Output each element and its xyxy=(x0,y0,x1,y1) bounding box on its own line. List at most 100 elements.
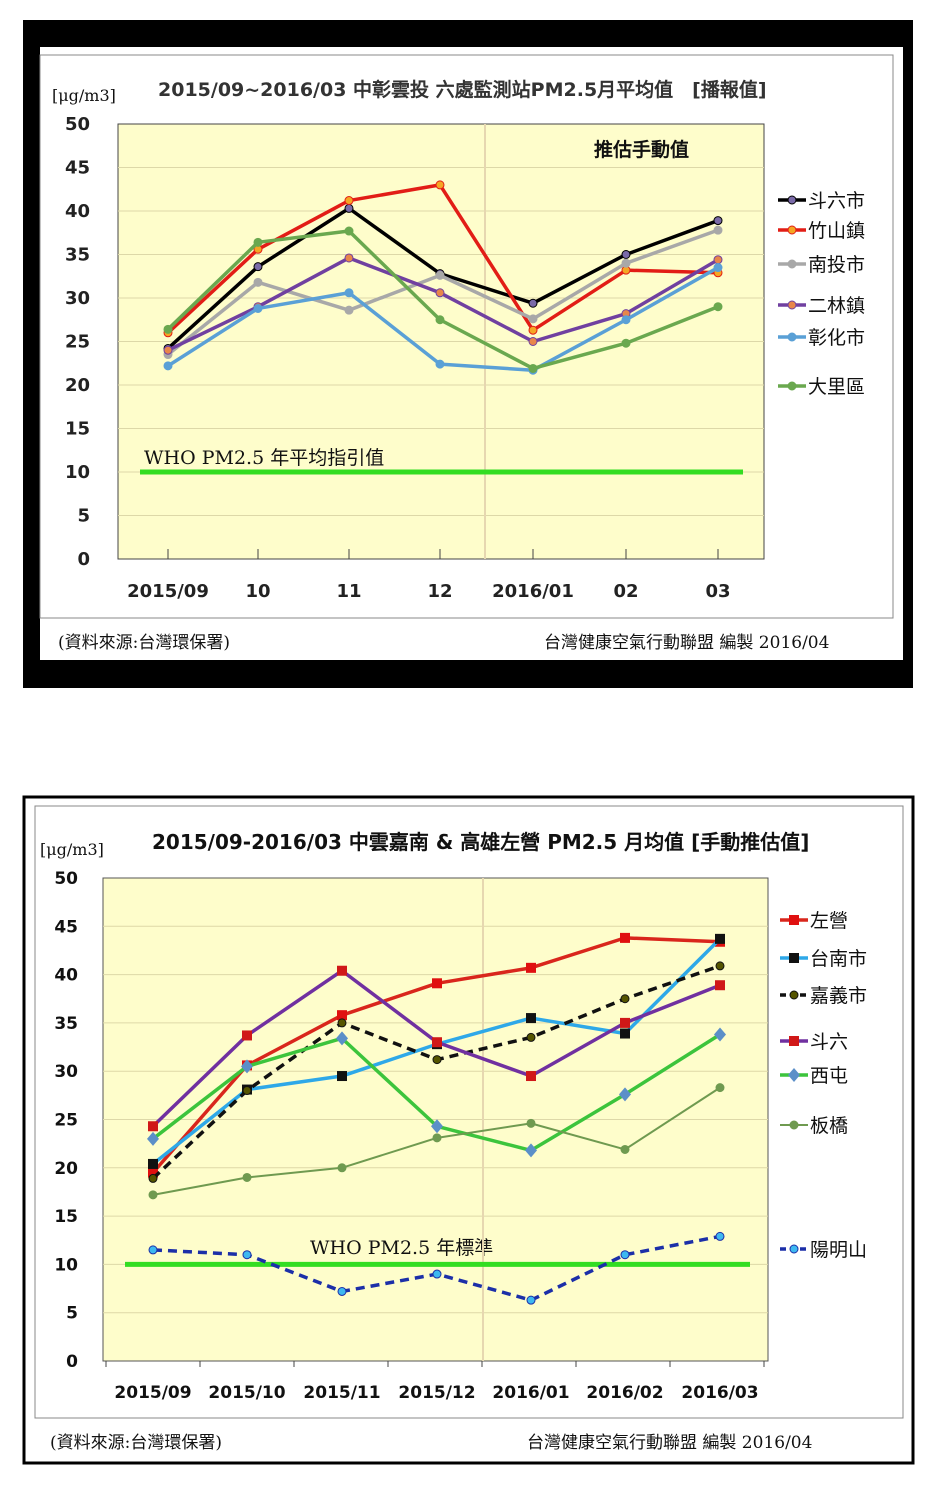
chart-1: 2015/09~2016/03 中彰雲投 六處監測站PM2.5月平均值 [播報值… xyxy=(23,20,913,688)
data-point xyxy=(435,359,445,369)
data-point xyxy=(620,1028,630,1039)
data-point xyxy=(148,1167,158,1178)
legend-label: 嘉義市 xyxy=(810,985,867,1007)
data-point xyxy=(787,195,797,205)
data-point xyxy=(337,965,347,976)
data-point xyxy=(528,325,538,335)
data-point xyxy=(787,300,797,310)
series-陽明山 xyxy=(148,1231,725,1305)
data-point xyxy=(344,288,354,298)
y-tick-label: 30 xyxy=(65,288,90,309)
legend-item: 南投市 xyxy=(778,254,865,276)
y-tick-label: 45 xyxy=(54,917,78,937)
legend-label: 陽明山 xyxy=(810,1239,867,1261)
legend-item: 陽明山 xyxy=(780,1239,867,1261)
data-point xyxy=(621,250,631,259)
chart-2-reference-label: WHO PM2.5 年標準 xyxy=(310,1237,493,1259)
y-tick-label: 0 xyxy=(66,1352,78,1372)
data-point xyxy=(528,314,538,324)
data-point xyxy=(344,196,354,206)
data-point xyxy=(337,1018,347,1028)
data-point xyxy=(147,1131,159,1146)
data-point xyxy=(148,1190,158,1200)
y-tick-label: 5 xyxy=(66,1304,78,1324)
data-point xyxy=(526,962,536,973)
series-板橋 xyxy=(148,1083,725,1200)
x-tick-label: 2015/11 xyxy=(303,1383,380,1403)
data-point xyxy=(432,1037,442,1048)
data-point xyxy=(432,1055,442,1065)
y-tick-label: 50 xyxy=(65,114,90,135)
chart-2-credit: 台灣健康空氣行動聯盟 編製 2016/04 xyxy=(527,1433,812,1453)
chart-2-ylabel: [μg/m3] xyxy=(40,840,104,859)
legend-item: 彰化市 xyxy=(778,327,865,349)
legend-label: 大里區 xyxy=(808,376,865,398)
legend-item: 二林鎮 xyxy=(778,295,865,317)
data-point xyxy=(787,332,797,342)
chart-1-source: (資料來源:台灣環保署) xyxy=(58,633,230,653)
data-point xyxy=(435,288,445,298)
data-point xyxy=(242,1030,252,1041)
data-point xyxy=(148,1158,158,1169)
data-point xyxy=(337,1286,347,1296)
data-point xyxy=(713,302,723,312)
data-point xyxy=(620,1144,630,1154)
legend-label: 二林鎮 xyxy=(808,295,865,317)
legend-item: 西屯 xyxy=(780,1065,848,1087)
data-point xyxy=(787,381,797,391)
legend-label: 斗六市 xyxy=(808,190,865,212)
legend-label: 台南市 xyxy=(810,948,867,970)
data-point xyxy=(715,961,725,971)
data-point xyxy=(714,1027,726,1042)
legend-item: 斗六 xyxy=(780,1031,848,1053)
data-point xyxy=(713,216,723,226)
data-point xyxy=(789,953,799,963)
legend-item: 嘉義市 xyxy=(780,985,867,1007)
data-point xyxy=(528,298,538,308)
data-point xyxy=(787,259,797,269)
x-tick-label: 02 xyxy=(613,581,638,602)
y-tick-label: 20 xyxy=(54,1159,78,1179)
data-point xyxy=(526,1013,536,1024)
data-point xyxy=(163,345,173,355)
data-point xyxy=(619,1087,631,1102)
x-tick-label: 2015/12 xyxy=(398,1383,475,1403)
data-point xyxy=(432,1133,442,1143)
x-tick-label: 2016/01 xyxy=(492,581,574,602)
data-point xyxy=(789,990,799,1000)
data-point xyxy=(789,1120,799,1130)
x-tick-label: 10 xyxy=(245,581,270,602)
data-point xyxy=(435,270,445,280)
chart-2: 2015/09-2016/03 中雲嘉南 & 高雄左營 PM2.5 月均值 [手… xyxy=(22,795,915,1465)
series-彰化市 xyxy=(163,263,723,375)
data-point xyxy=(713,255,723,265)
x-tick-label: 2015/10 xyxy=(208,1383,285,1403)
data-point xyxy=(344,253,354,263)
data-point xyxy=(253,303,263,313)
x-tick-label: 2016/02 xyxy=(586,1383,663,1403)
data-point xyxy=(336,1031,348,1046)
data-point xyxy=(344,226,354,236)
data-point xyxy=(621,315,631,325)
data-point xyxy=(620,932,630,943)
x-tick-label: 03 xyxy=(705,581,730,602)
data-point xyxy=(715,1083,725,1093)
x-tick-label: 2015/09 xyxy=(127,581,209,602)
chart-1-ylabel: [μg/m3] xyxy=(52,86,116,105)
data-point xyxy=(715,1231,725,1241)
series-西屯 xyxy=(147,1027,726,1158)
chart-1-credit: 台灣健康空氣行動聯盟 編製 2016/04 xyxy=(544,633,829,653)
x-tick-label: 2015/09 xyxy=(114,1383,191,1403)
data-point xyxy=(148,1121,158,1132)
data-point xyxy=(242,1086,252,1096)
data-point xyxy=(253,277,263,287)
series-大里區 xyxy=(163,226,723,373)
data-point xyxy=(337,1071,347,1082)
data-point xyxy=(713,263,723,273)
data-point xyxy=(148,1245,158,1255)
data-point xyxy=(789,1036,799,1046)
data-point xyxy=(789,1244,799,1254)
data-point xyxy=(253,237,263,247)
legend-label: 彰化市 xyxy=(808,327,865,349)
